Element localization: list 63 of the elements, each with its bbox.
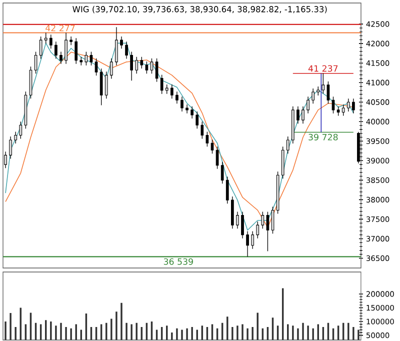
candlestick: [296, 106, 300, 124]
candlestick: [336, 106, 340, 116]
ref-line-label: 36 539: [164, 258, 193, 265]
candlestick: [140, 56, 144, 69]
candlestick: [241, 211, 244, 239]
candlestick: [346, 98, 350, 112]
candlestick: [44, 32, 48, 44]
series-label: 39 728: [308, 134, 338, 140]
candlestick: [84, 51, 88, 66]
candlestick: [196, 111, 199, 129]
candlestick: [342, 104, 345, 116]
candlestick: [326, 81, 330, 104]
candlestick: [226, 176, 229, 204]
candlestick: [180, 96, 184, 112]
candlestick: [120, 36, 123, 49]
candlestick: [246, 230, 249, 258]
candlestick: [60, 51, 62, 64]
candlestick: [54, 41, 58, 60]
candlestick: [251, 230, 254, 250]
candlestick: [39, 36, 42, 60]
candlestick: [110, 58, 113, 80]
candlestick: [170, 84, 174, 99]
candlestick: [165, 84, 168, 94]
series-label: 41 237: [308, 65, 338, 72]
candlestick: [145, 61, 148, 74]
candlestick: [4, 151, 7, 168]
candlestick: [322, 73, 325, 94]
candlestick: [70, 36, 72, 46]
candlestick: [155, 58, 158, 82]
candlestick: [206, 131, 209, 147]
candlestick: [115, 26, 118, 66]
candlestick: [14, 131, 18, 144]
candlestick: [312, 88, 315, 104]
candlestick: [160, 74, 164, 94]
candlestick: [130, 51, 134, 81]
candlestick: [256, 221, 260, 239]
candlestick: [190, 106, 194, 119]
candlestick: [266, 211, 270, 252]
candlestick: [94, 58, 98, 76]
candlestick: [306, 96, 310, 114]
candlestick: [64, 32, 68, 64]
candlestick: [135, 56, 138, 74]
candlestick: [261, 211, 264, 229]
candlestick: [49, 34, 52, 49]
candlestick: [9, 136, 12, 160]
candlestick: [220, 161, 224, 184]
candlestick: [150, 58, 154, 74]
candlestick: [19, 121, 22, 140]
candlestick: [74, 38, 78, 64]
ref-line-label: 42 277: [46, 24, 75, 32]
candlestick: [176, 91, 178, 104]
candlestick: [200, 121, 204, 140]
candlestick: [352, 98, 355, 114]
candlestick: [236, 211, 239, 229]
candlestick: [104, 71, 108, 99]
candlestick: [100, 68, 103, 106]
chart-title: WIG (39,702.10, 39,736.63, 38,930.64, 38,982.82, -1,165.33): [72, 6, 327, 14]
candlestick: [34, 51, 38, 74]
candlestick: [302, 106, 304, 124]
candlestick: [216, 146, 219, 170]
candlestick: [186, 104, 188, 114]
candlestick: [286, 136, 290, 154]
candlestick: [125, 41, 128, 60]
